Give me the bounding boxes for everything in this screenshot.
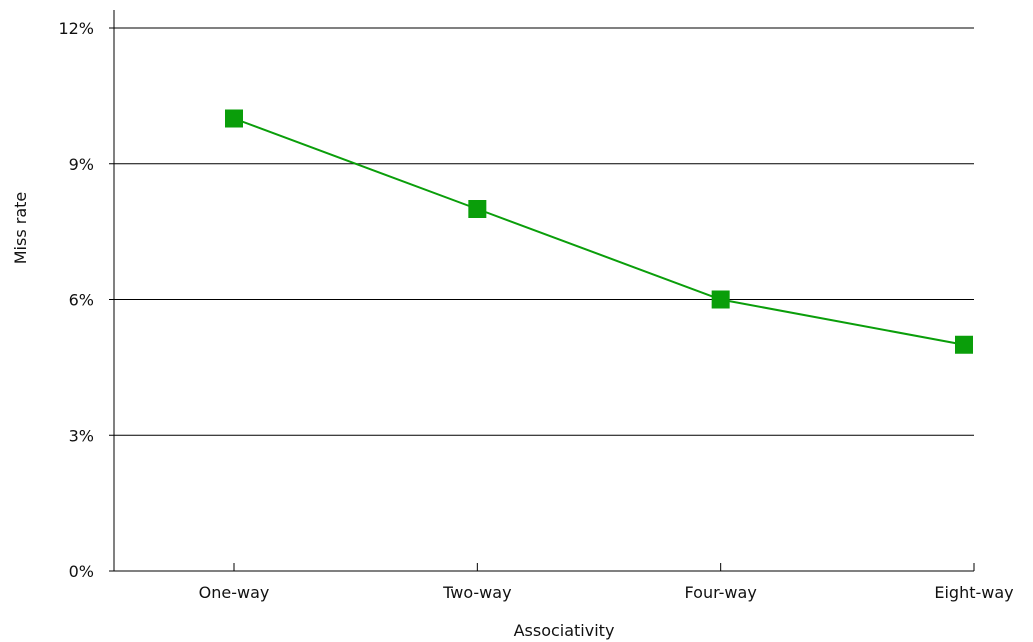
y-tick-label: 6% — [69, 291, 94, 310]
x-tick-label: One-way — [199, 583, 270, 602]
y-tick-labels: 0% 3% 6% 9% 12% — [58, 19, 94, 581]
y-tick-label: 0% — [69, 562, 94, 581]
data-point-marker — [468, 200, 487, 218]
data-point-marker — [955, 335, 973, 354]
y-axis-title: Miss rate — [11, 192, 30, 265]
y-tick-label: 3% — [69, 426, 94, 445]
x-tick-label: Two-way — [442, 583, 511, 602]
x-tick-labels: One-way Two-way Four-way Eight-way — [199, 583, 1014, 602]
series-layer — [225, 109, 973, 354]
data-point-marker — [225, 109, 243, 128]
x-axis-title: Associativity — [514, 621, 615, 640]
gridlines — [114, 27, 974, 436]
data-point-marker — [711, 290, 730, 309]
axes — [109, 10, 975, 572]
y-tick-label: 9% — [69, 155, 94, 174]
y-tick-label: 12% — [58, 19, 94, 38]
x-tick-label: Eight-way — [934, 583, 1013, 602]
series-line — [233, 117, 965, 346]
x-tick-label: Four-way — [685, 583, 757, 602]
